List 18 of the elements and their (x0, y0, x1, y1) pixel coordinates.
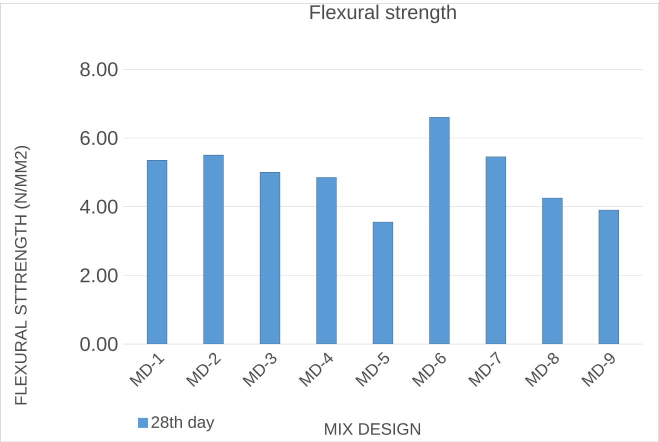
bar (146, 160, 168, 344)
bar (372, 222, 394, 344)
y-tick-label: 2.00 (80, 268, 118, 282)
y-tick-label: 0.00 (80, 336, 118, 351)
bar (203, 154, 224, 344)
y-axis-title: FLEXURAL STTRENGTH (N/MM2) (14, 146, 30, 404)
bar (316, 177, 337, 344)
bar (542, 198, 563, 344)
x-axis-title: MIX DESIGN (325, 423, 420, 435)
y-tick-label: 4.00 (80, 200, 118, 214)
bar (260, 172, 280, 344)
bar (598, 210, 620, 344)
chart-title: Flexural strength (310, 4, 456, 24)
y-tick-label: 6.00 (80, 130, 118, 145)
bar (486, 156, 506, 344)
legend-label: 28th day (152, 416, 214, 432)
bar (429, 116, 450, 344)
y-tick-label: 8.00 (80, 62, 118, 76)
